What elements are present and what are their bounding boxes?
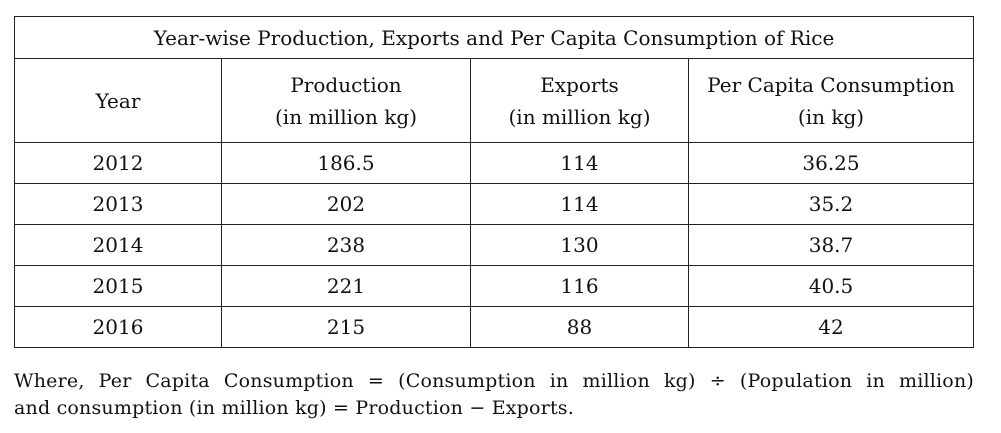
header-production-label: Production xyxy=(290,72,402,97)
footnote-line-2: and consumption (in million kg) = Produc… xyxy=(14,397,574,419)
table-title-row: Year-wise Production, Exports and Per Ca… xyxy=(13,16,975,59)
table-row: 2012 186.5 114 36.25 xyxy=(14,142,975,184)
cell-per-capita: 38.7 xyxy=(687,224,975,266)
cell-exports: 130 xyxy=(470,224,689,266)
cell-exports: 88 xyxy=(470,306,689,348)
rice-data-table: Year-wise Production, Exports and Per Ca… xyxy=(13,16,975,348)
header-production: Production (in million kg) xyxy=(221,58,471,143)
table-row: 2015 221 116 40.5 xyxy=(14,265,975,307)
cell-year: 2013 xyxy=(14,183,222,225)
cell-production: 215 xyxy=(221,306,471,348)
cell-per-capita: 36.25 xyxy=(687,142,975,184)
table-title: Year-wise Production, Exports and Per Ca… xyxy=(13,16,975,59)
header-year: Year xyxy=(14,58,222,143)
header-exports: Exports (in million kg) xyxy=(470,58,689,143)
cell-year: 2015 xyxy=(14,265,222,307)
cell-year: 2016 xyxy=(14,306,222,348)
table-row: 2014 238 130 38.7 xyxy=(14,224,975,266)
header-year-label: Year xyxy=(95,88,141,113)
header-exports-unit: (in million kg) xyxy=(508,104,651,129)
header-per-capita-unit: (in kg) xyxy=(797,104,865,129)
header-exports-label: Exports xyxy=(540,72,619,97)
cell-year: 2012 xyxy=(14,142,222,184)
cell-exports: 114 xyxy=(470,183,689,225)
cell-production: 221 xyxy=(221,265,471,307)
cell-per-capita: 42 xyxy=(687,306,975,348)
rice-data-table-container: Year-wise Production, Exports and Per Ca… xyxy=(13,16,975,348)
header-per-capita: Per Capita Consumption (in kg) xyxy=(687,58,975,143)
footnote: Where, Per Capita Consumption = (Consump… xyxy=(14,368,974,422)
cell-exports: 116 xyxy=(470,265,689,307)
header-per-capita-label: Per Capita Consumption xyxy=(707,72,955,97)
cell-production: 186.5 xyxy=(221,142,471,184)
cell-per-capita: 35.2 xyxy=(687,183,975,225)
cell-per-capita: 40.5 xyxy=(687,265,975,307)
cell-exports: 114 xyxy=(470,142,689,184)
cell-year: 2014 xyxy=(14,224,222,266)
cell-production: 202 xyxy=(221,183,471,225)
cell-production: 238 xyxy=(221,224,471,266)
header-production-unit: (in million kg) xyxy=(275,104,417,129)
footnote-line-1: Where, Per Capita Consumption = (Consump… xyxy=(14,370,974,392)
table-header-row: Year Production (in million kg) Exports … xyxy=(14,58,975,143)
table-row: 2013 202 114 35.2 xyxy=(14,183,975,225)
table-row: 2016 215 88 42 xyxy=(14,306,975,348)
